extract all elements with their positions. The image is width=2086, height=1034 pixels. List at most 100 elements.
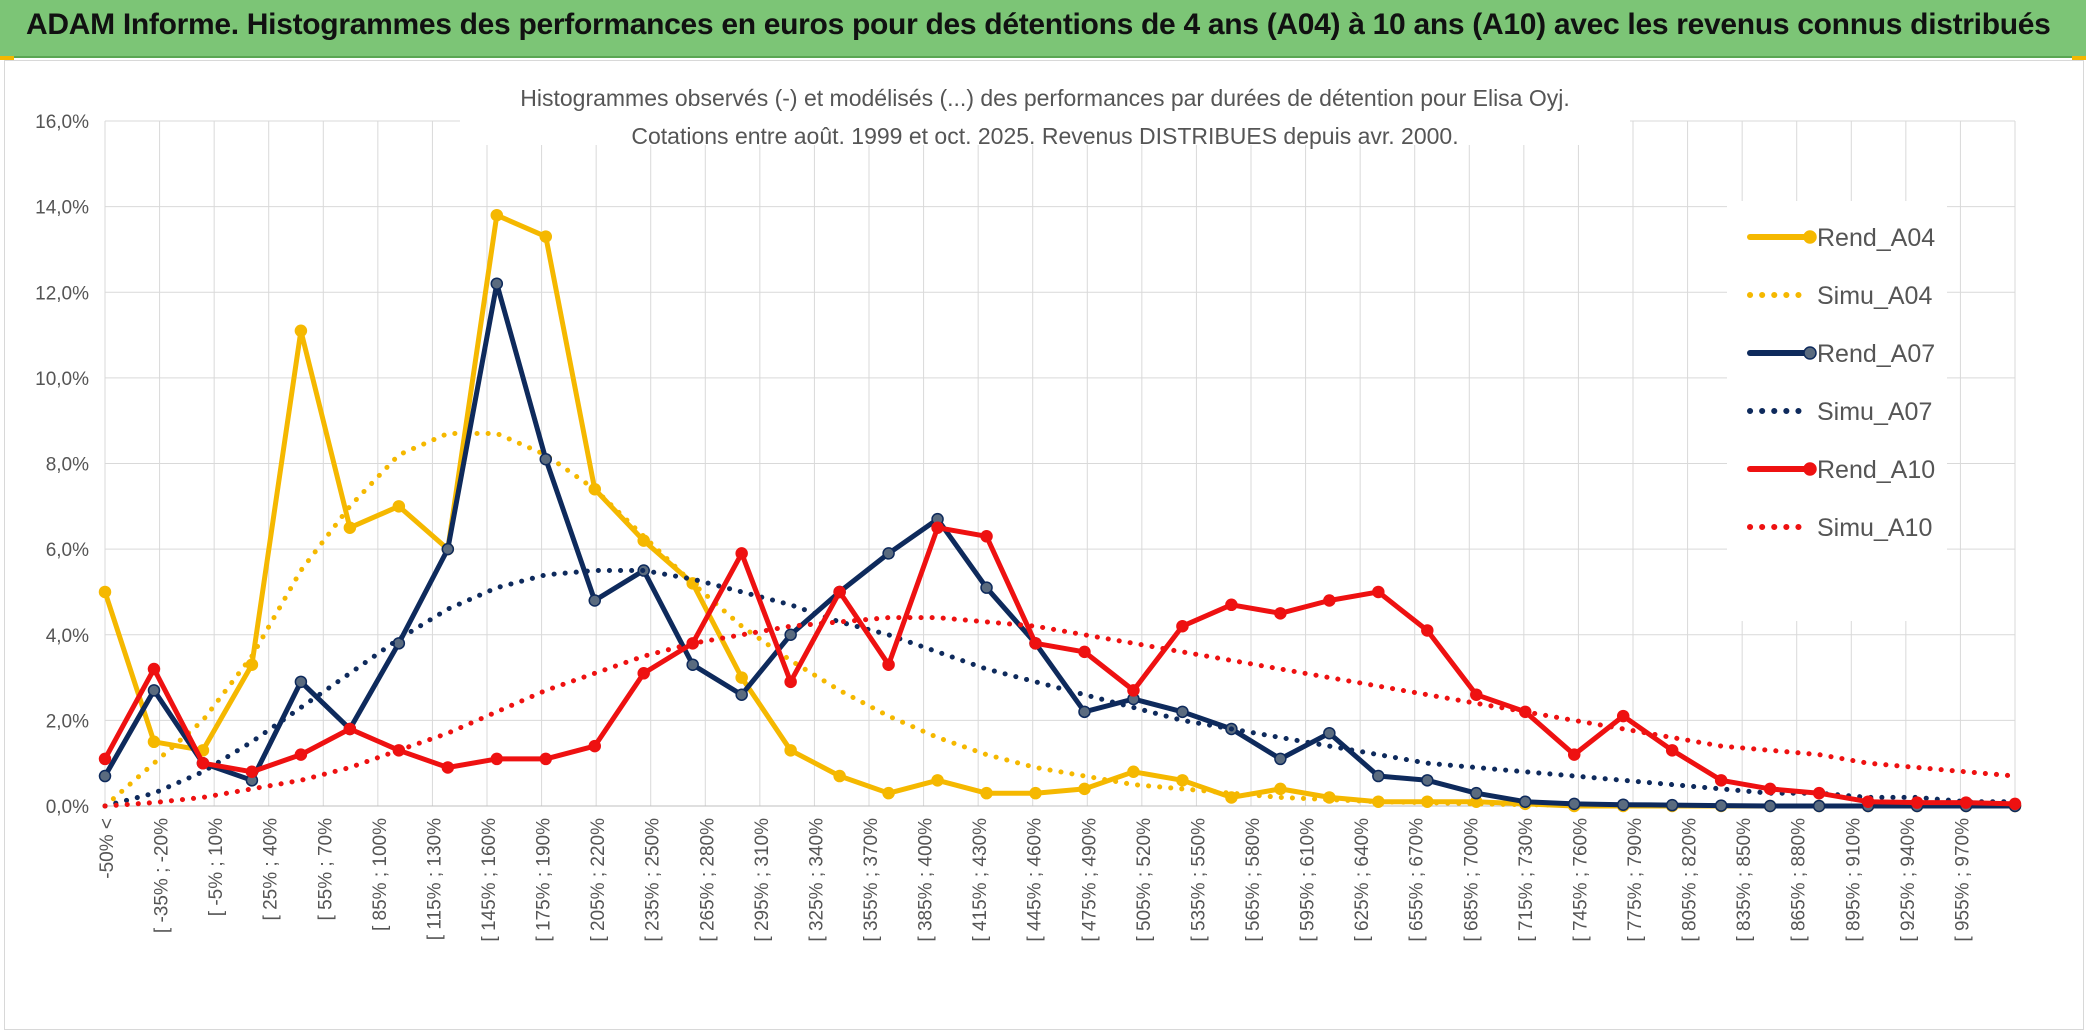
data-point — [637, 667, 650, 680]
x-tick-label: [ 265% ; 280% — [697, 818, 718, 942]
header-bar: ADAM Informe. Histogrammes des performan… — [0, 0, 2086, 58]
chart: Histogrammes observés (-) et modélisés (… — [35, 79, 2022, 942]
x-tick-label: [ 205% ; 220% — [588, 818, 609, 942]
data-point — [147, 735, 161, 749]
data-point — [588, 594, 601, 607]
y-tick-label: 10,0% — [35, 369, 89, 390]
y-axis: 0,0% 2,0% 4,0% 6,0% 8,0% 10,0% 12,0% 14,0% 16,0% — [35, 112, 89, 818]
x-tick-label: [ 685% ; 700% — [1461, 818, 1482, 942]
x-axis: -50% < [ -35% ; -20% [ -5% ; 10% [ 25% ; 40… — [97, 805, 2015, 942]
data-point — [1421, 624, 1434, 637]
x-tick-label: [ 145% ; 160% — [479, 818, 500, 942]
data-point — [980, 581, 993, 594]
chart-frame: Histogrammes observés (-) et modélisés (… — [4, 60, 2084, 1030]
legend: Rend_A04 Simu_A04 Rend_A07 Simu_A07 Rend_A10… — [1727, 201, 1947, 621]
data-point — [147, 684, 161, 697]
x-tick-label: [ 835% ; 850% — [1734, 818, 1755, 942]
data-point — [1421, 774, 1434, 787]
data-point — [784, 628, 797, 641]
x-tick-label: [ 775% ; 790% — [1625, 818, 1646, 942]
data-point — [931, 521, 944, 534]
y-tick-label: 4,0% — [46, 626, 89, 647]
data-point — [1274, 782, 1287, 796]
legend-marker — [1803, 462, 1817, 476]
legend-label: Simu_A07 — [1817, 398, 1932, 426]
x-tick-label: [ 715% ; 730% — [1516, 818, 1537, 942]
x-tick-label: [ 115% ; 130% — [424, 818, 445, 940]
data-point — [147, 662, 161, 676]
legend-marker — [1803, 230, 1817, 244]
data-point — [2008, 797, 2022, 811]
corner-mark — [0, 56, 14, 60]
data-point — [1910, 796, 1924, 809]
data-point — [1616, 798, 1630, 811]
series-line-rend_a07 — [102, 281, 2018, 809]
data-point — [1372, 795, 1385, 808]
data-point — [735, 688, 748, 701]
data-point — [1176, 619, 1189, 633]
data-point — [294, 324, 308, 338]
x-tick-label: [ -35% ; -20% — [152, 818, 173, 933]
x-tick-label: [ 895% ; 910% — [1843, 818, 1864, 942]
x-tick-label: [ 865% ; 880% — [1789, 818, 1810, 942]
data-point — [1861, 795, 1875, 808]
data-point — [1078, 645, 1091, 659]
data-point — [735, 671, 748, 684]
data-point — [980, 786, 993, 800]
data-point — [294, 675, 308, 689]
data-point — [1665, 798, 1679, 812]
data-point — [980, 530, 993, 543]
x-tick-label: [ 415% ; 430% — [970, 818, 991, 942]
data-point — [1567, 748, 1581, 761]
data-point — [1029, 637, 1042, 650]
x-tick-label: [ 235% ; 250% — [643, 818, 664, 942]
data-point — [490, 277, 504, 290]
data-point — [1127, 765, 1140, 778]
data-point — [539, 752, 553, 766]
data-point — [245, 765, 259, 778]
data-point — [882, 786, 895, 800]
data-point — [294, 748, 308, 761]
data-point — [1763, 782, 1777, 796]
data-point — [784, 675, 797, 689]
data-point — [1225, 791, 1238, 804]
y-tick-label: 2,0% — [46, 711, 89, 732]
x-tick-label: [ 595% ; 610% — [1298, 818, 1319, 942]
data-point — [735, 547, 748, 560]
data-point — [1812, 786, 1826, 800]
data-point — [343, 521, 357, 534]
data-point — [882, 658, 895, 671]
data-point — [490, 752, 504, 766]
chart-title-group: Histogrammes observés (-) et modélisés (… — [460, 79, 1630, 149]
x-tick-label: [ 955% ; 970% — [1952, 818, 1973, 942]
data-point — [1372, 769, 1385, 783]
data-point — [1078, 782, 1091, 796]
chart-subtitle: Cotations entre août. 1999 et oct. 2025.… — [631, 123, 1458, 149]
grid — [104, 120, 2016, 807]
y-tick-label: 8,0% — [46, 455, 89, 476]
data-point — [1812, 799, 1826, 813]
series-line-rend_a10 — [102, 525, 2018, 807]
page-title: ADAM Informe. Histogrammes des performan… — [26, 8, 2051, 41]
data-point — [1029, 786, 1042, 800]
x-tick-label: [ 805% ; 820% — [1680, 818, 1701, 942]
data-point — [1470, 786, 1483, 800]
legend-marker — [1803, 346, 1817, 360]
data-point — [539, 230, 553, 243]
data-point — [1176, 705, 1189, 719]
data-point — [1665, 744, 1679, 757]
x-tick-label: [ 505% ; 520% — [1134, 818, 1155, 942]
data-point — [98, 585, 112, 599]
chart-title: Histogrammes observés (-) et modélisés (… — [520, 85, 1570, 111]
data-point — [539, 452, 553, 466]
series-group — [98, 208, 2022, 813]
data-point — [833, 585, 846, 599]
legend-label: Simu_A04 — [1817, 282, 1932, 310]
series-line-simu_a04 — [102, 431, 2018, 809]
data-point — [1372, 585, 1385, 599]
x-tick-label: [ 85% ; 100% — [370, 818, 391, 931]
data-point — [490, 208, 504, 222]
legend-label: Rend_A07 — [1817, 340, 1935, 368]
series-line-simu_a07 — [102, 568, 2018, 809]
data-point — [1323, 726, 1336, 740]
